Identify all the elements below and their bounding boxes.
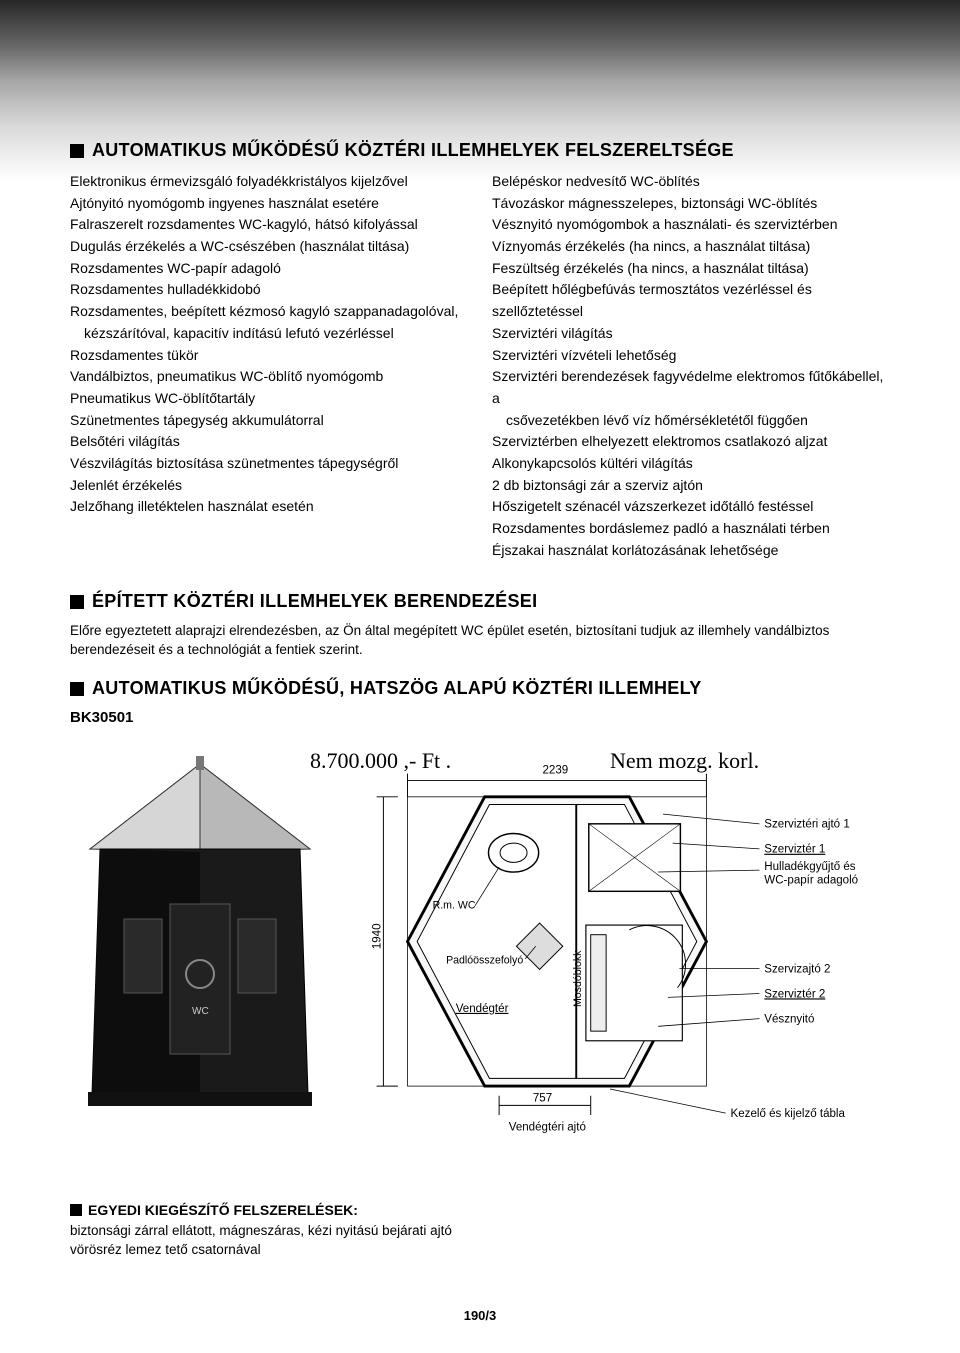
feature-line: Szerviztéri világítás <box>492 323 890 345</box>
floorplan-svg: 2239 <box>340 754 880 1154</box>
extras-title: EGYEDI KIEGÉSZÍTŐ FELSZERELÉSEK: <box>70 1202 890 1218</box>
feature-col-left: Elektronikus érmevizsgáló folyadékkristá… <box>70 171 468 561</box>
feature-line: Szünetmentes tápegység akkumulátorral <box>70 410 468 432</box>
feature-line: Pneumatikus WC-öblítőtartály <box>70 388 468 410</box>
handwritten-note: Nem mozg. korl. <box>610 748 759 774</box>
bullet-square-icon <box>70 1204 82 1216</box>
section2-title-text: ÉPÍTETT KÖZTÉRI ILLEMHELYEK BERENDEZÉSEI <box>92 591 537 612</box>
feature-line: Rozsdamentes tükör <box>70 345 468 367</box>
dim-height: 1940 <box>372 924 384 950</box>
section3-title-text: AUTOMATIKUS MŰKÖDÉSŰ, HATSZÖG ALAPÚ KÖZT… <box>92 678 702 699</box>
section3-title: AUTOMATIKUS MŰKÖDÉSŰ, HATSZÖG ALAPÚ KÖZT… <box>70 678 890 699</box>
feature-col-right: Belépéskor nedvesítő WC-öblítésTávozásko… <box>492 171 890 561</box>
dim-width: 2239 <box>543 765 569 777</box>
feature-line: Jelzőhang illetéktelen használat esetén <box>70 496 468 518</box>
feature-line: Belsőtéri világítás <box>70 431 468 453</box>
feature-line: Vandálbiztos, pneumatikus WC-öblítő nyom… <box>70 366 468 388</box>
extras-title-text: EGYEDI KIEGÉSZÍTŐ FELSZERELÉSEK: <box>88 1202 358 1218</box>
feature-line: Falraszerelt rozsdamentes WC-kagyló, hát… <box>70 214 468 236</box>
label-rm-wc: R.m. WC <box>433 900 476 912</box>
bullet-square-icon <box>70 595 84 609</box>
diagram-row: 8.700.000 ,- Ft . Nem mozg. korl. <box>70 754 890 1184</box>
bullet-square-icon <box>70 144 84 158</box>
feature-line: Alkonykapcsolós kültéri világítás <box>492 453 890 475</box>
label-s-ajto1: Szerviztéri ajtó 1 <box>764 819 849 831</box>
label-mosdo: Mosdóblokk <box>572 950 584 1007</box>
feature-line: Vészvilágítás biztosítása szünetmentes t… <box>70 453 468 475</box>
page-number: 190/3 <box>0 1308 960 1323</box>
label-vendegteri-ajto: Vendégtéri ajtó <box>509 1122 586 1134</box>
label-hull-2: WC-papír adagoló <box>764 875 858 887</box>
model-code: BK30501 <box>70 709 890 726</box>
section1-title-text: AUTOMATIKUS MŰKÖDÉSŰ KÖZTÉRI ILLEMHELYEK… <box>92 140 734 161</box>
feature-line: Feszültség érzékelés (ha nincs, a haszná… <box>492 258 890 280</box>
label-s1: Szerviztér 1 <box>764 844 825 856</box>
dim-door: 757 <box>533 1093 552 1105</box>
extras-line: biztonsági zárral ellátott, mágneszáras,… <box>70 1222 890 1241</box>
feature-line: Éjszakai használat korlátozásának lehető… <box>492 540 890 562</box>
feature-line: Vésznyitó nyomógombok a használati- és s… <box>492 214 890 236</box>
label-vendegter: Vendégtér <box>456 1003 509 1015</box>
label-s2: Szerviztér 2 <box>764 989 825 1001</box>
label-hull-1: Hulladékgyűjtő és <box>764 861 855 873</box>
feature-line: Elektronikus érmevizsgáló folyadékkristá… <box>70 171 468 193</box>
feature-line: Jelenlét érzékelés <box>70 475 468 497</box>
section1-title: AUTOMATIKUS MŰKÖDÉSŰ KÖZTÉRI ILLEMHELYEK… <box>70 140 890 161</box>
section2: ÉPÍTETT KÖZTÉRI ILLEMHELYEK BERENDEZÉSEI… <box>70 591 890 660</box>
feature-line: Szerviztéri berendezések fagyvédelme ele… <box>492 366 890 409</box>
section2-intro: Előre egyeztetett alaprajzi elrendezésbe… <box>70 622 890 660</box>
svg-text:WC: WC <box>192 1006 209 1017</box>
feature-line: Beépített hőlégbefúvás termosztátos vezé… <box>492 279 890 322</box>
label-kezelo: Kezelő és kijelző tábla <box>731 1108 846 1120</box>
bullet-square-icon <box>70 682 84 696</box>
feature-line: 2 db biztonsági zár a szerviz ajtón <box>492 475 890 497</box>
extras-line: vörösréz lemez tető csatornával <box>70 1241 890 1260</box>
feature-line: Rozsdamentes hulladékkidobó <box>70 279 468 301</box>
extras-lines: biztonsági zárral ellátott, mágneszáras,… <box>70 1222 890 1260</box>
label-veszny: Vésznyitó <box>764 1014 814 1026</box>
feature-columns: Elektronikus érmevizsgáló folyadékkristá… <box>70 171 890 561</box>
page: AUTOMATIKUS MŰKÖDÉSŰ KÖZTÉRI ILLEMHELYEK… <box>0 0 960 1353</box>
feature-line: Szerviztéri vízvételi lehetőség <box>492 345 890 367</box>
kiosk-svg: WC <box>70 754 330 1114</box>
feature-line: Ajtónyitó nyomógomb ingyenes használat e… <box>70 193 468 215</box>
label-s-ajto2: Szervizajtó 2 <box>764 963 830 975</box>
section2-title: ÉPÍTETT KÖZTÉRI ILLEMHELYEK BERENDEZÉSEI <box>70 591 890 612</box>
handwritten-price: 8.700.000 ,- Ft . <box>310 748 451 774</box>
feature-line: kézszárítóval, kapacitív indítású lefutó… <box>70 323 468 345</box>
feature-line: Rozsdamentes, beépített kézmosó kagyló s… <box>70 301 468 323</box>
feature-line: Rozsdamentes bordáslemez padló a használ… <box>492 518 890 540</box>
feature-line: Dugulás érzékelés a WC-csészében (haszná… <box>70 236 468 258</box>
feature-line: Rozsdamentes WC-papír adagoló <box>70 258 468 280</box>
feature-line: Távozáskor mágnesszelepes, biztonsági WC… <box>492 193 890 215</box>
label-padlo: Padlóösszefolyó <box>446 955 523 967</box>
feature-line: Víznyomás érzékelés (ha nincs, a használ… <box>492 236 890 258</box>
kiosk-photo: WC <box>70 754 330 1114</box>
feature-line: csővezetékben lévő víz hőmérsékletétől f… <box>492 410 890 432</box>
feature-line: Hőszigetelt szénacél vázszerkezet időtál… <box>492 496 890 518</box>
feature-line: Szerviztérben elhelyezett elektromos csa… <box>492 431 890 453</box>
feature-line: Belépéskor nedvesítő WC-öblítés <box>492 171 890 193</box>
